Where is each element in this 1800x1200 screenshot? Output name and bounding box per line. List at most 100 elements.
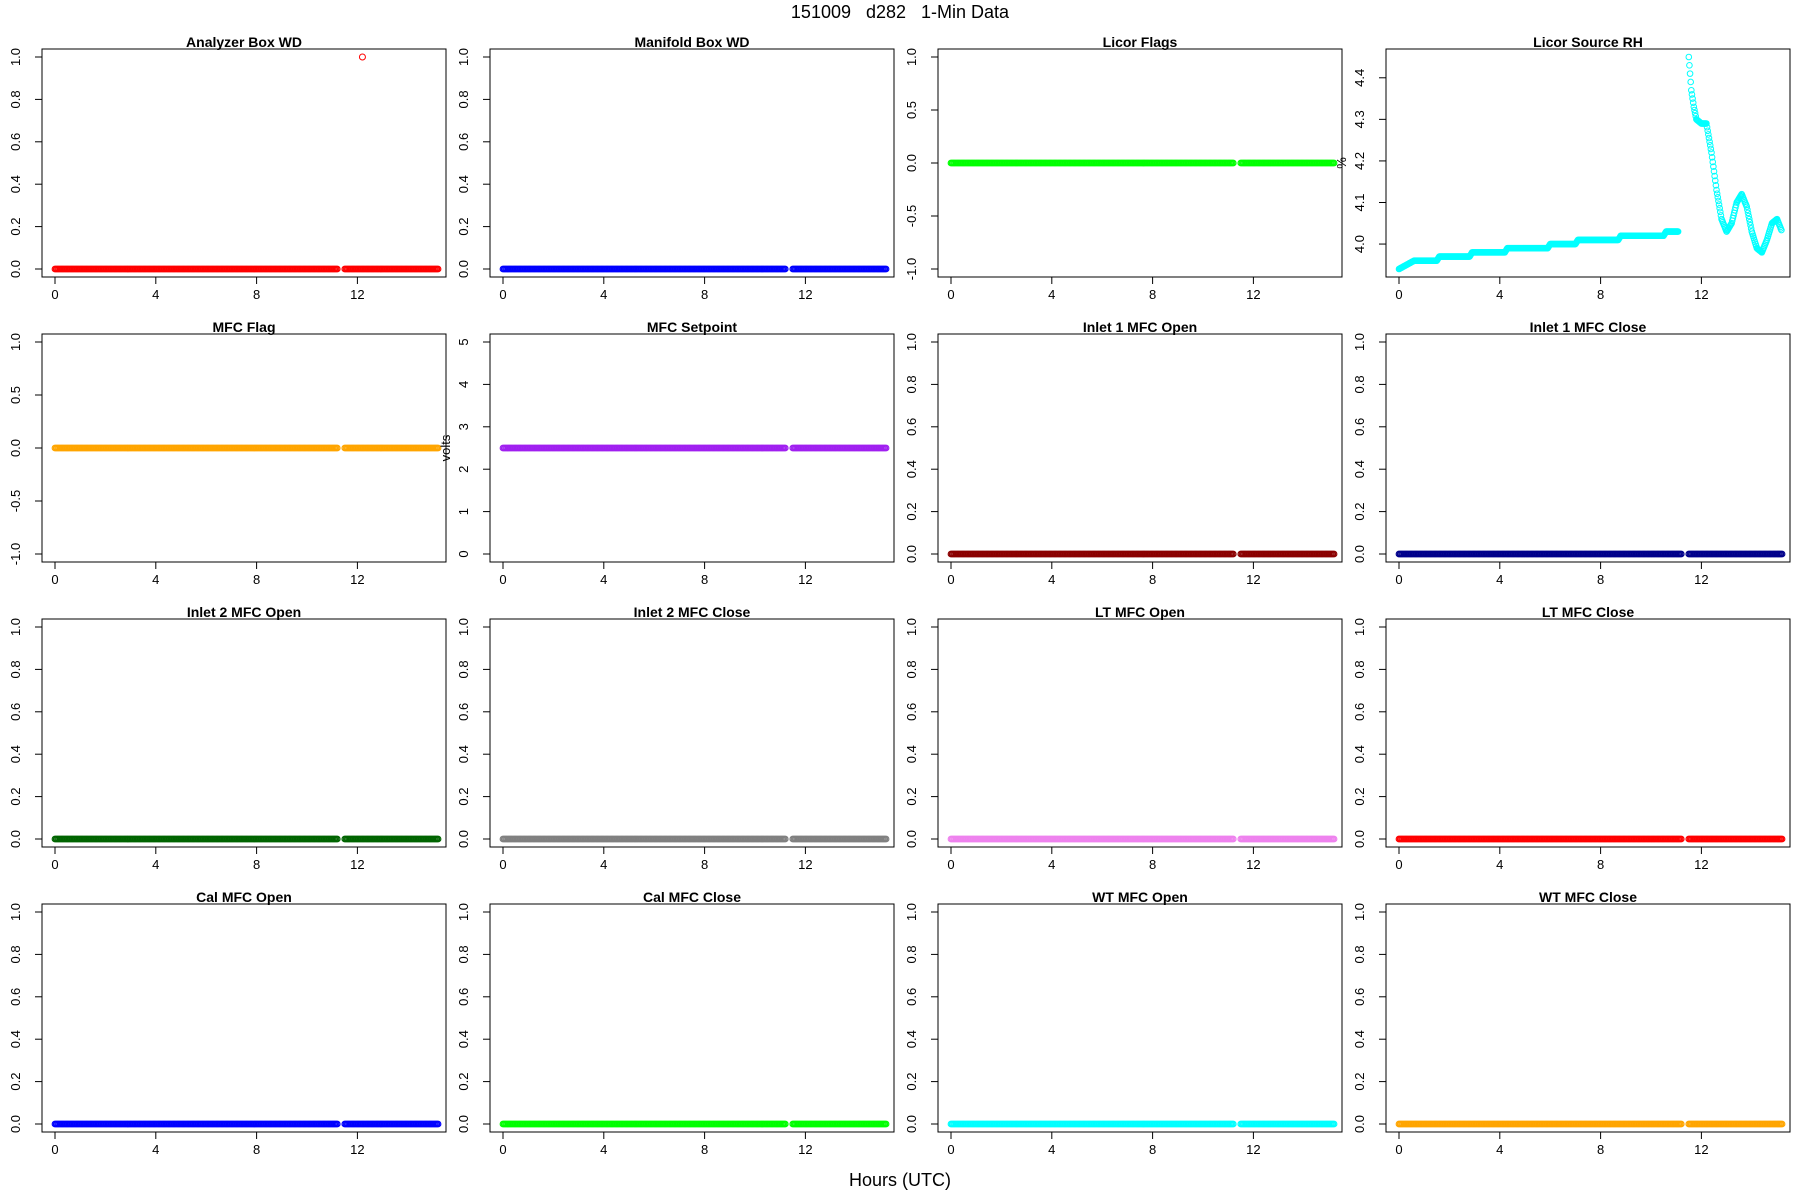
x-tick-label: 4 xyxy=(1048,857,1055,872)
data-points xyxy=(947,1120,1338,1128)
y-tick-label: -1.0 xyxy=(904,258,919,280)
y-tick-label: 0.4 xyxy=(8,175,23,193)
x-tick-label: 12 xyxy=(1246,857,1260,872)
y-tick-label: 1.0 xyxy=(904,618,919,636)
x-tick-label: 0 xyxy=(947,1142,954,1157)
data-points xyxy=(1395,835,1786,843)
y-tick-label: 0.0 xyxy=(8,1115,23,1133)
y-tick-label: 0 xyxy=(456,550,471,557)
y-tick-label: 4.2 xyxy=(1352,152,1367,170)
y-tick-label: 0.6 xyxy=(1352,418,1367,436)
y-tick-label: 0.6 xyxy=(456,703,471,721)
x-tick-label: 8 xyxy=(701,287,708,302)
data-point xyxy=(1686,70,1694,77)
x-tick-label: 12 xyxy=(798,857,812,872)
x-tick-label: 4 xyxy=(600,572,607,587)
x-tick-label: 0 xyxy=(947,287,954,302)
y-tick-label: 0.4 xyxy=(456,745,471,763)
y-tick-label: 0.8 xyxy=(456,660,471,678)
panel-title: Inlet 1 MFC Open xyxy=(1083,319,1197,335)
x-tick-label: 12 xyxy=(350,1142,364,1157)
panel-title: Inlet 2 MFC Open xyxy=(187,604,301,620)
x-tick-label: 8 xyxy=(1597,857,1604,872)
y-tick-label: 0.4 xyxy=(8,1030,23,1048)
y-tick-label: 0.6 xyxy=(456,988,471,1006)
data-points xyxy=(51,835,442,843)
y-tick-label: 1.0 xyxy=(456,618,471,636)
y-tick-label: 0.4 xyxy=(1352,745,1367,763)
panel-title: WT MFC Open xyxy=(1092,889,1188,905)
y-tick-label: 0.0 xyxy=(904,545,919,563)
panel-title: Inlet 2 MFC Close xyxy=(634,604,751,620)
plot-frame xyxy=(937,903,1343,1133)
panel-4: Licor Source RH0 4 8 124.04.14.24.34.4% xyxy=(1334,34,1791,302)
y-tick-label: 0.4 xyxy=(1352,460,1367,478)
y-tick-label: 0.2 xyxy=(456,1073,471,1091)
panel-title: Cal MFC Close xyxy=(643,889,741,905)
x-tick-label: 0 xyxy=(499,857,506,872)
y-tick-label: 0.6 xyxy=(8,133,23,151)
x-tick-label: 4 xyxy=(1048,1142,1055,1157)
y-tick-label: 0.4 xyxy=(456,1030,471,1048)
plot-frame xyxy=(937,333,1343,563)
x-tick-label: 12 xyxy=(1246,287,1260,302)
x-tick-label: 8 xyxy=(1149,572,1156,587)
y-tick-label: 4.3 xyxy=(1352,110,1367,128)
x-tick-label: 12 xyxy=(1694,287,1708,302)
x-tick-label: 12 xyxy=(798,1142,812,1157)
x-tick-label: 0 xyxy=(51,287,58,302)
y-tick-label: 0.0 xyxy=(904,830,919,848)
y-tick-label: 0.6 xyxy=(904,988,919,1006)
y-tick-label: 0.0 xyxy=(456,260,471,278)
x-tick-label: 4 xyxy=(600,1142,607,1157)
y-tick-label: 0.0 xyxy=(8,439,23,457)
panel-title: Licor Source RH xyxy=(1533,34,1643,50)
x-tick-label: 4 xyxy=(600,857,607,872)
y-tick-label: 0.4 xyxy=(904,1030,919,1048)
x-tick-label: 8 xyxy=(1597,287,1604,302)
data-points xyxy=(499,835,890,843)
y-tick-label: 0.4 xyxy=(8,745,23,763)
plot-frame xyxy=(937,618,1343,848)
x-tick-label: 8 xyxy=(253,857,260,872)
y-tick-label: 4 xyxy=(456,381,471,388)
x-tick-label: 12 xyxy=(1694,857,1708,872)
y-tick-label: 0.2 xyxy=(904,1073,919,1091)
x-tick-label: 8 xyxy=(1597,572,1604,587)
x-tick-label: 0 xyxy=(499,1142,506,1157)
data-point xyxy=(1330,159,1338,167)
y-tick-label: 0.8 xyxy=(904,660,919,678)
y-tick-label: 0.6 xyxy=(904,418,919,436)
y-tick-label: 0.0 xyxy=(1352,545,1367,563)
data-points xyxy=(947,159,1338,167)
data-point xyxy=(1685,53,1693,61)
panel-title: MFC Flag xyxy=(213,319,276,335)
data-point xyxy=(781,265,789,273)
data-point xyxy=(333,265,341,273)
x-tick-label: 0 xyxy=(499,287,506,302)
y-tick-label: -0.5 xyxy=(904,205,919,227)
y-tick-label: 0.2 xyxy=(8,788,23,806)
x-tick-label: 4 xyxy=(1496,287,1503,302)
data-point xyxy=(434,265,442,273)
y-tick-label: 1.0 xyxy=(8,333,23,351)
panel-title: Licor Flags xyxy=(1103,34,1178,50)
data-points xyxy=(499,444,890,452)
y-tick-label: 0.8 xyxy=(8,945,23,963)
plot-frame xyxy=(41,903,447,1133)
panel-title: LT MFC Open xyxy=(1095,604,1185,620)
y-tick-label: 4.4 xyxy=(1352,69,1367,87)
x-tick-label: 4 xyxy=(1496,857,1503,872)
y-tick-label: 0.0 xyxy=(1352,830,1367,848)
outlier-point xyxy=(358,53,366,61)
data-points xyxy=(1395,53,1785,273)
panel-title: Analyzer Box WD xyxy=(186,34,302,50)
x-tick-label: 12 xyxy=(350,287,364,302)
y-tick-label: 0.0 xyxy=(8,260,23,278)
y-tick-label: 0.2 xyxy=(1352,788,1367,806)
y-tick-label: 0.6 xyxy=(8,988,23,1006)
